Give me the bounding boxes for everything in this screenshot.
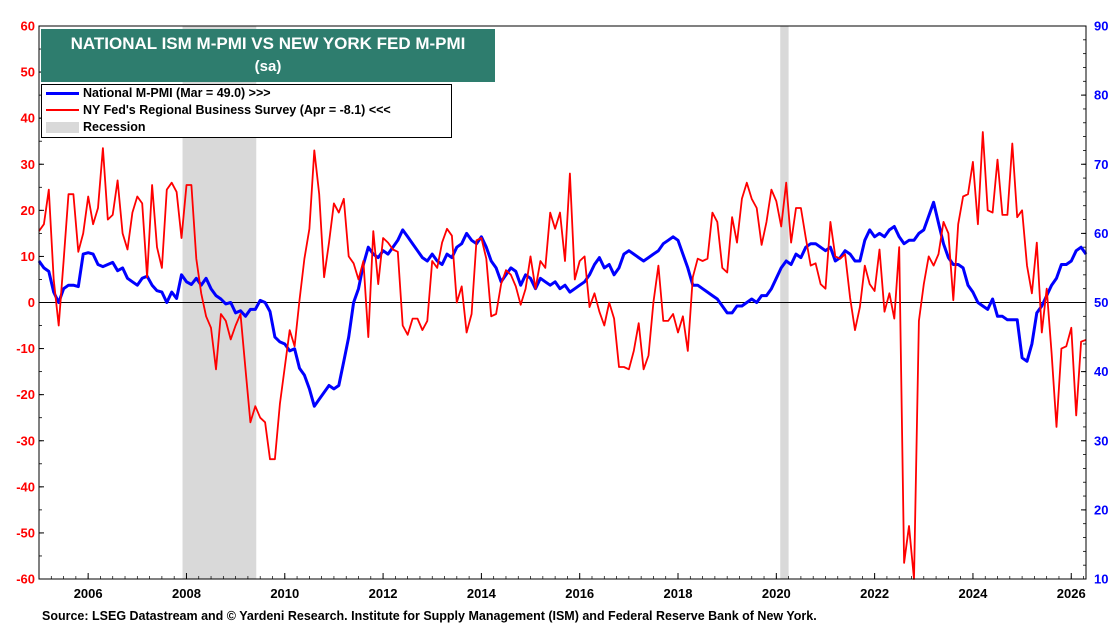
legend-item-nyfed: NY Fed's Regional Business Survey (Apr =… <box>42 102 451 119</box>
right-tick-label: 30 <box>1094 433 1108 448</box>
x-tick-label: 2010 <box>270 586 299 601</box>
left-tick-label: -30 <box>16 433 35 448</box>
legend-swatch-red <box>46 109 79 111</box>
chart-title: NATIONAL ISM M-PMI VS NEW YORK FED M-PMI <box>70 34 466 53</box>
x-tick-label: 2012 <box>369 586 398 601</box>
legend-swatch-blue <box>46 92 79 95</box>
right-tick-label: 20 <box>1094 502 1108 517</box>
left-tick-label: 10 <box>21 249 35 264</box>
legend: National M-PMI (Mar = 49.0) >>> NY Fed's… <box>41 84 452 138</box>
right-tick-label: 60 <box>1094 226 1108 241</box>
right-tick-label: 80 <box>1094 88 1108 103</box>
x-tick-label: 2016 <box>565 586 594 601</box>
legend-label-recession: Recession <box>83 120 146 134</box>
left-tick-label: 40 <box>21 111 35 126</box>
legend-label-nyfed: NY Fed's Regional Business Survey (Apr =… <box>83 103 391 117</box>
right-tick-label: 10 <box>1094 572 1108 587</box>
x-tick-label: 2018 <box>664 586 693 601</box>
left-tick-label: -40 <box>16 479 35 494</box>
x-tick-label: 2020 <box>762 586 791 601</box>
x-tick-label: 2026 <box>1057 586 1086 601</box>
legend-label-national: National M-PMI (Mar = 49.0) >>> <box>83 86 271 100</box>
series-line-nyfed-survey <box>38 131 1087 580</box>
legend-item-recession: Recession <box>42 119 451 136</box>
right-tick-label: 90 <box>1094 19 1108 34</box>
legend-item-national: National M-PMI (Mar = 49.0) >>> <box>42 85 451 102</box>
left-tick-label: 20 <box>21 203 35 218</box>
left-tick-label: 0 <box>28 295 35 310</box>
left-tick-label: 60 <box>21 19 35 34</box>
x-tick-label: 2022 <box>860 586 889 601</box>
legend-swatch-recession <box>46 122 79 133</box>
right-tick-label: 50 <box>1094 295 1108 310</box>
chart-subtitle: (sa) <box>254 58 282 75</box>
left-tick-label: -50 <box>16 525 35 540</box>
right-tick-label: 40 <box>1094 364 1108 379</box>
chart-title-box: NATIONAL ISM M-PMI VS NEW YORK FED M-PMI… <box>41 29 495 82</box>
left-tick-label: -60 <box>16 572 35 587</box>
source-note: Source: LSEG Datastream and © Yardeni Re… <box>42 609 817 623</box>
left-tick-label: -20 <box>16 387 35 402</box>
series-line-national-pmi <box>37 200 1088 408</box>
left-tick-label: 50 <box>21 65 35 80</box>
x-tick-label: 2024 <box>958 586 988 601</box>
x-tick-label: 2014 <box>467 586 497 601</box>
left-tick-label: 30 <box>21 157 35 172</box>
x-tick-label: 2008 <box>172 586 201 601</box>
right-tick-label: 70 <box>1094 157 1108 172</box>
left-tick-label: -10 <box>16 341 35 356</box>
x-tick-label: 2006 <box>74 586 103 601</box>
